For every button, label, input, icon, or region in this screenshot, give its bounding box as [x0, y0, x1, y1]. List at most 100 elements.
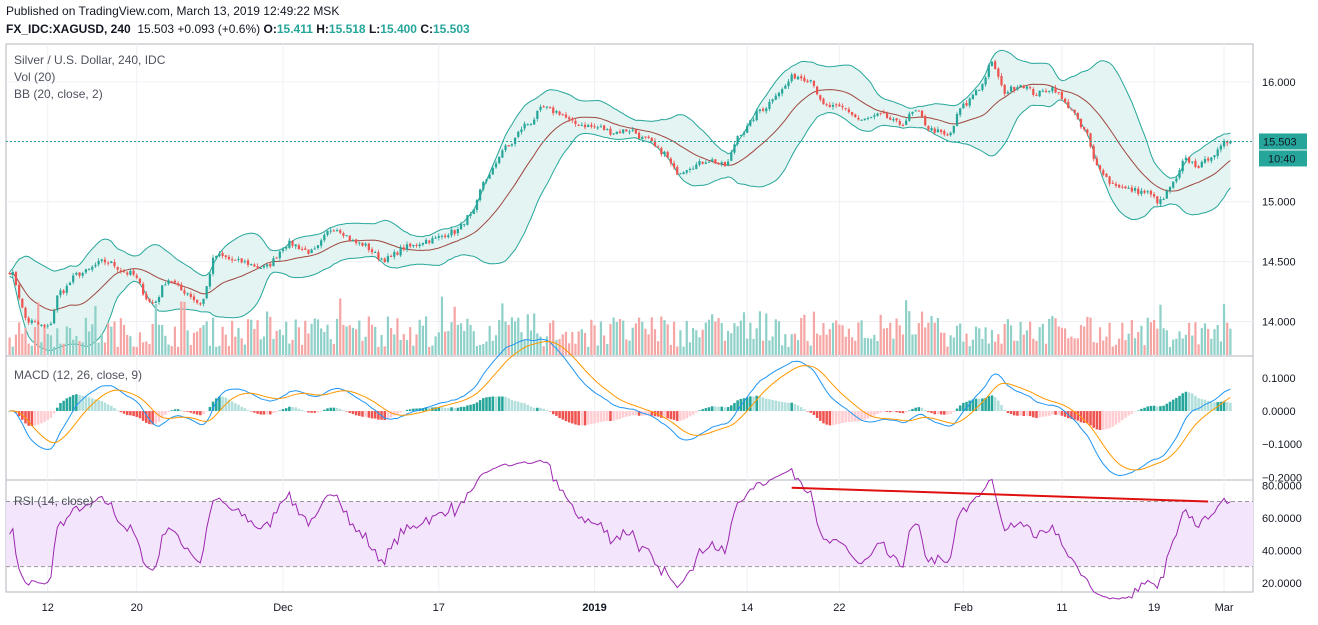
macd-histogram-bar: [145, 411, 148, 423]
macd-histogram-bar: [733, 402, 736, 412]
volume-bar: [84, 317, 88, 355]
rsi-tick-label: 80.0000: [1262, 480, 1302, 492]
macd-histogram-bar: [542, 408, 545, 412]
macd-histogram-bar: [399, 411, 402, 413]
candle-body: [1019, 84, 1022, 88]
candle-body: [577, 124, 580, 126]
volume-bar: [793, 333, 796, 355]
macd-histogram-bar: [523, 403, 526, 412]
volume-bar: [383, 346, 386, 355]
candle-body: [1111, 182, 1114, 184]
volume-bar: [1019, 322, 1022, 355]
candle-body: [672, 163, 676, 168]
candle-body: [828, 104, 831, 107]
candle-body: [634, 129, 638, 134]
candle-body: [269, 263, 272, 267]
volume-bar: [831, 322, 835, 355]
candle-body: [402, 247, 405, 250]
high-value: 15.518: [328, 22, 366, 36]
macd-legend: MACD (12, 26, close, 9): [14, 368, 142, 382]
macd-histogram-bar: [736, 400, 739, 412]
candle-body: [1095, 158, 1098, 166]
volume-bar: [726, 330, 730, 355]
candle-body: [1149, 190, 1153, 195]
candle-body: [1124, 186, 1127, 189]
signal-line: [9, 340, 1231, 471]
candle-body: [952, 125, 955, 133]
candle-body: [653, 140, 657, 147]
volume-bar: [692, 327, 695, 355]
macd-histogram-bar: [895, 411, 898, 413]
volume-bar: [847, 328, 851, 355]
candle-body: [1044, 90, 1048, 92]
macd-histogram-bar: [1194, 395, 1197, 412]
macd-histogram-bar: [1159, 406, 1162, 412]
time-tick-label: 22: [833, 602, 845, 614]
volume-bar: [1210, 338, 1213, 355]
candle-body: [494, 163, 498, 168]
volume-bar: [103, 342, 107, 355]
macd-histogram-bar: [1114, 411, 1118, 425]
volume-bar: [955, 325, 959, 355]
macd-histogram-bar: [784, 402, 787, 412]
candle-body: [882, 112, 885, 114]
volume-bar: [253, 328, 256, 355]
macd-histogram-bar: [138, 411, 142, 419]
macd-histogram-bar: [567, 411, 571, 423]
macd-histogram-bar: [920, 407, 924, 412]
macd-histogram-bar: [456, 407, 460, 412]
macd-histogram-bar: [955, 408, 959, 412]
candle-body: [56, 295, 59, 311]
volume-bar: [987, 343, 990, 355]
volume-bar: [1009, 325, 1013, 355]
macd-histogram-bar: [348, 411, 352, 413]
macd-histogram-bar: [1206, 401, 1210, 412]
macd-histogram-bar: [602, 411, 606, 422]
macd-histogram-bar: [237, 404, 240, 412]
macd-histogram-bar: [904, 411, 908, 413]
volume-bar: [33, 327, 37, 355]
macd-histogram-bar: [1098, 411, 1102, 431]
macd-histogram-bar: [593, 411, 596, 424]
candle-body: [889, 117, 892, 120]
macd-histogram-bar: [424, 407, 428, 412]
candle-body: [62, 290, 65, 293]
candle-body: [746, 125, 749, 133]
volume-bar: [456, 324, 459, 355]
volume-bar: [962, 341, 965, 355]
candle-body: [450, 229, 453, 236]
volume-bar: [180, 301, 183, 355]
volume-bar: [202, 325, 205, 355]
candle-body: [453, 230, 456, 234]
volume-bar: [364, 336, 367, 355]
macd-histogram-bar: [1089, 411, 1092, 426]
macd-histogram-bar: [300, 409, 304, 412]
macd-histogram-bar: [1152, 405, 1156, 412]
candle-body: [409, 243, 412, 247]
macd-histogram-bar: [443, 407, 447, 412]
volume-bar: [765, 313, 768, 355]
macd-histogram-bar: [125, 411, 129, 416]
candle-body: [297, 245, 301, 250]
candle-body: [183, 290, 186, 294]
volume-bar: [313, 318, 316, 355]
volume-bar: [510, 317, 514, 355]
volume-bar: [936, 318, 940, 355]
candle-body: [730, 152, 733, 161]
candle-body: [389, 255, 393, 257]
macd-histogram-bar: [342, 410, 345, 412]
volume-bar: [1054, 318, 1057, 355]
candle-body: [520, 129, 523, 133]
volume-bar: [682, 346, 685, 355]
candle-body: [987, 65, 990, 77]
volume-bar: [332, 344, 335, 355]
macd-histogram-bar: [176, 409, 180, 412]
volume-bar: [1178, 331, 1181, 355]
macd-histogram-bar: [663, 411, 666, 418]
volume-bar: [415, 334, 418, 355]
volume-bar: [863, 337, 866, 355]
candle-body: [272, 258, 275, 267]
candle-body: [618, 131, 622, 134]
price-tick-label: 15.000: [1262, 197, 1296, 209]
